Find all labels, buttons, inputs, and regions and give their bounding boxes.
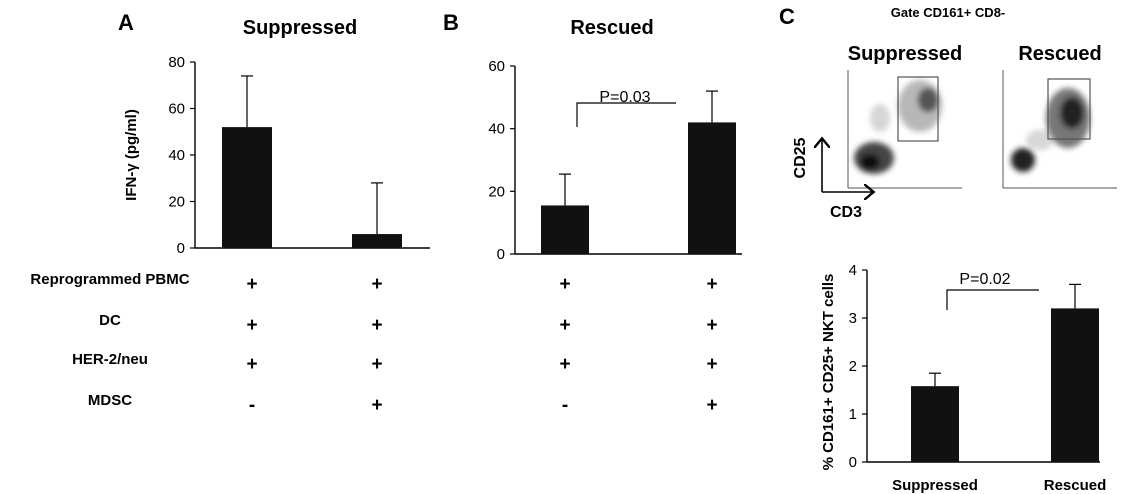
condition-mark: + [246, 274, 257, 295]
panel-c-x-label: Suppressed [892, 477, 978, 494]
panel-c-bar [911, 386, 959, 462]
flow-x-axis-label: CD3 [830, 204, 862, 221]
condition-mark: + [706, 354, 717, 375]
panel-a-letter: A [118, 10, 134, 35]
flow-gate-box-rescued [1047, 78, 1091, 140]
panel-c-significance-bracket [946, 289, 1039, 310]
panel-c-bar [1051, 308, 1099, 462]
panel-a-bar [222, 127, 272, 248]
panel-b-bar [541, 205, 589, 254]
panel-a-ylabel: IFN-γ (pg/ml) [123, 109, 140, 201]
panel-b-plot: 0 20 40 60 [488, 58, 742, 263]
panel-b-significance-bracket [576, 102, 676, 127]
condition-mark: + [371, 315, 382, 336]
panel-c-y-tick-label: 0 [849, 454, 857, 471]
condition-label: HER-2/neu [72, 351, 148, 368]
condition-mark: + [559, 354, 570, 375]
condition-mark: + [246, 354, 257, 375]
condition-mark: + [706, 315, 717, 336]
condition-mark: + [371, 395, 382, 416]
panel-b: B Rescued 0 20 40 60 P=0.03 [443, 10, 742, 263]
condition-mark: + [559, 274, 570, 295]
condition-label: Reprogrammed PBMC [30, 271, 189, 288]
panel-a-y-tick-label: 20 [168, 194, 185, 211]
panel-c-pvalue: P=0.02 [959, 271, 1010, 288]
panel-a: A Suppressed IFN-γ (pg/ml) 0 20 40 60 80 [118, 10, 430, 257]
panel-a-title: Suppressed [243, 17, 357, 39]
panel-b-bar [688, 122, 736, 255]
panel-a-plot: 0 20 40 60 80 [168, 54, 430, 257]
panel-c-plot: 0 1 2 3 4 Suppressed Rescued [849, 262, 1107, 494]
condition-label: MDSC [88, 392, 132, 409]
panel-c-letter: C [779, 4, 795, 29]
condition-mark: + [706, 395, 717, 416]
flow-y-axis-label: CD25 [792, 137, 809, 178]
panel-a-bar [352, 234, 402, 248]
panel-b-title: Rescued [570, 17, 653, 39]
panel-c-ylabel: % CD161+ CD25+ NKT cells [820, 274, 837, 471]
condition-mark: + [371, 354, 382, 375]
panel-c-x-label: Rescued [1044, 477, 1107, 494]
flow-title-rescued: Rescued [1018, 43, 1101, 65]
condition-mark: + [559, 315, 570, 336]
panel-b-y-tick-label: 0 [497, 246, 505, 263]
panel-a-y-tick-label: 60 [168, 101, 185, 118]
flow-plot-rescued [1002, 70, 1117, 189]
panel-a-y-tick-label: 40 [168, 147, 185, 164]
panel-b-letter: B [443, 10, 459, 35]
condition-mark: - [562, 395, 568, 416]
condition-mark: + [246, 315, 257, 336]
condition-label: DC [99, 312, 121, 329]
condition-mark: + [371, 274, 382, 295]
condition-mark: - [249, 395, 255, 416]
panel-b-y-tick-label: 20 [488, 183, 505, 200]
flow-gate-title: Gate CD161+ CD8- [891, 5, 1006, 20]
panel-c-y-tick-label: 2 [849, 358, 857, 375]
conditions-table: Reprogrammed PBMC + + + + DC + + + + HER-2/neu + + + +… [30, 271, 717, 416]
flow-plot-suppressed [847, 70, 962, 189]
panel-b-y-tick-label: 60 [488, 58, 505, 75]
panel-b-pvalue: P=0.03 [599, 89, 650, 106]
panel-b-y-tick-label: 40 [488, 121, 505, 138]
panel-a-y-tick-label: 0 [177, 240, 185, 257]
condition-mark: + [706, 274, 717, 295]
panel-c-y-tick-label: 4 [849, 262, 857, 279]
panel-c-y-tick-label: 3 [849, 310, 857, 327]
flow-gate-box-suppressed [897, 76, 939, 142]
panel-c-y-tick-label: 1 [849, 406, 857, 423]
panel-c: C Gate CD161+ CD8- Suppressed Rescued [779, 4, 1117, 494]
flow-title-suppressed: Suppressed [848, 43, 962, 65]
panel-a-y-tick-label: 80 [168, 54, 185, 71]
